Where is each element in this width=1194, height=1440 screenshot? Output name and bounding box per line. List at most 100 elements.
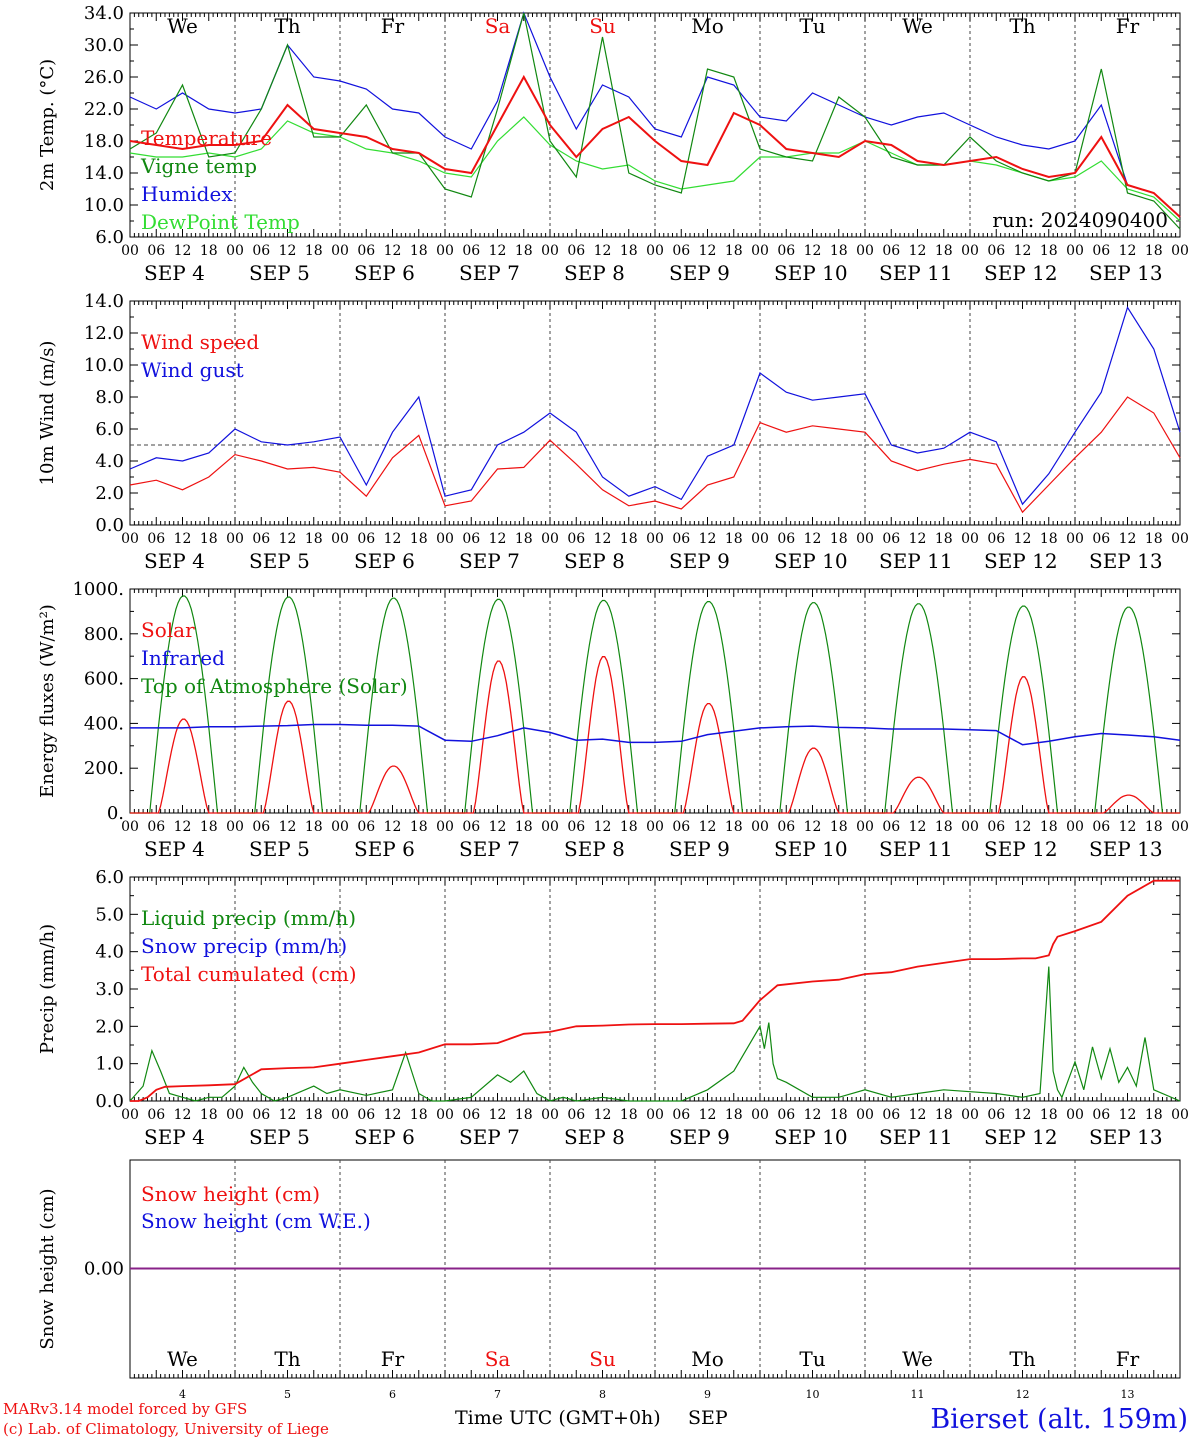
hour-label: 12 bbox=[384, 1107, 402, 1123]
series-total-cumulated bbox=[130, 879, 1180, 1102]
y-tick-label: 600. bbox=[84, 669, 124, 690]
hour-label: 00 bbox=[1066, 819, 1084, 835]
legend-dewpoint-temp: DewPoint Temp bbox=[141, 210, 300, 234]
weekday-label: Fr bbox=[1116, 14, 1140, 38]
hour-label: 12 bbox=[594, 1107, 612, 1123]
day-number-label: 6 bbox=[389, 1388, 396, 1401]
hour-label: 12 bbox=[804, 819, 822, 835]
hour-label: 18 bbox=[1040, 243, 1058, 259]
series-wind-speed bbox=[129, 396, 1181, 514]
model-credit-line2: (c) Lab. of Climatology, University of L… bbox=[3, 1420, 329, 1438]
hour-label: 18 bbox=[830, 531, 848, 547]
date-label: SEP 9 bbox=[669, 549, 730, 573]
hour-label: 06 bbox=[462, 819, 480, 835]
hour-label: 18 bbox=[725, 243, 743, 259]
day-number-label: 10 bbox=[806, 1388, 820, 1401]
hour-label: 06 bbox=[357, 243, 375, 259]
hour-label: 18 bbox=[515, 1107, 533, 1123]
date-label: SEP 9 bbox=[669, 261, 730, 285]
legend-wind-gust: Wind gust bbox=[141, 358, 244, 382]
date-label: SEP 9 bbox=[669, 837, 730, 861]
y-tick-label: 400. bbox=[84, 713, 124, 734]
y-tick-label: 10.0 bbox=[84, 355, 124, 376]
date-label: SEP 13 bbox=[1089, 837, 1163, 861]
x-axis-label: Time UTC (GMT+0h) bbox=[455, 1407, 661, 1429]
y-tick-label: 4.0 bbox=[95, 451, 124, 472]
hour-label: 00 bbox=[1066, 1107, 1084, 1123]
date-label: SEP 4 bbox=[144, 549, 205, 573]
hour-label: 12 bbox=[1119, 819, 1137, 835]
hour-label: 06 bbox=[1092, 531, 1110, 547]
hour-label: 18 bbox=[1145, 1107, 1163, 1123]
hour-label: 12 bbox=[909, 1107, 927, 1123]
hour-label: 12 bbox=[1014, 819, 1032, 835]
hour-label: 00 bbox=[751, 1107, 769, 1123]
hour-label: 06 bbox=[672, 243, 690, 259]
date-label: SEP 10 bbox=[774, 837, 848, 861]
date-label: SEP 11 bbox=[879, 549, 953, 573]
hour-label: 00 bbox=[331, 243, 349, 259]
hour-label: 12 bbox=[594, 819, 612, 835]
y-tick-label: 8.0 bbox=[95, 387, 124, 408]
hour-label: 18 bbox=[200, 1107, 218, 1123]
hour-label: 12 bbox=[909, 819, 927, 835]
weekday-label: Th bbox=[274, 1347, 300, 1371]
hour-label: 06 bbox=[987, 531, 1005, 547]
hour-label: 00 bbox=[1171, 1107, 1189, 1123]
legend-wind-speed: Wind speed bbox=[141, 330, 259, 354]
hour-label: 12 bbox=[594, 531, 612, 547]
legend-vigne-temp: Vigne temp bbox=[140, 154, 257, 178]
day-number-label: 8 bbox=[599, 1388, 606, 1401]
hour-label: 12 bbox=[699, 531, 717, 547]
y-tick-label: 0.00 bbox=[84, 1259, 124, 1280]
hour-label: 12 bbox=[699, 243, 717, 259]
station-name: Bierset (alt. 159m) bbox=[930, 1404, 1188, 1435]
day-number-label: 11 bbox=[911, 1388, 925, 1401]
hour-label: 18 bbox=[515, 243, 533, 259]
weekday-label: Th bbox=[1009, 14, 1035, 38]
hour-label: 00 bbox=[646, 243, 664, 259]
weekday-label: We bbox=[167, 1347, 198, 1371]
hour-label: 18 bbox=[935, 819, 953, 835]
hour-label: 12 bbox=[384, 819, 402, 835]
hour-label: 12 bbox=[174, 1107, 192, 1123]
hour-label: 06 bbox=[777, 1107, 795, 1123]
hour-label: 06 bbox=[882, 531, 900, 547]
y-tick-label: 2.0 bbox=[95, 483, 124, 504]
y-tick-label: 0.0 bbox=[95, 1091, 124, 1112]
hour-label: 18 bbox=[305, 819, 323, 835]
y-tick-label: 14.0 bbox=[84, 163, 124, 184]
hour-label: 06 bbox=[777, 819, 795, 835]
hour-label: 00 bbox=[751, 243, 769, 259]
date-label: SEP 10 bbox=[774, 549, 848, 573]
run-label: run: 2024090400 bbox=[992, 208, 1168, 232]
hour-label: 12 bbox=[1119, 531, 1137, 547]
date-label: SEP 13 bbox=[1089, 261, 1163, 285]
hour-label: 00 bbox=[121, 819, 139, 835]
hour-label: 12 bbox=[1014, 531, 1032, 547]
y-tick-label: 200. bbox=[84, 758, 124, 779]
y-axis-label: Precip (mm/h) bbox=[37, 924, 58, 1054]
date-label: SEP 7 bbox=[459, 837, 520, 861]
y-tick-label: 5.0 bbox=[95, 904, 124, 925]
hour-label: 00 bbox=[436, 531, 454, 547]
series-dewpoint-temp bbox=[129, 116, 1181, 222]
y-axis-label: 10m Wind (m/s) bbox=[37, 341, 58, 486]
legend-infrared: Infrared bbox=[141, 646, 225, 670]
hour-label: 00 bbox=[436, 819, 454, 835]
hour-label: 18 bbox=[515, 531, 533, 547]
hour-label: 18 bbox=[305, 1107, 323, 1123]
date-label: SEP 5 bbox=[249, 1125, 310, 1149]
legend-liquid-precip-mm-h-: Liquid precip (mm/h) bbox=[141, 906, 356, 930]
hour-label: 00 bbox=[751, 819, 769, 835]
hour-label: 00 bbox=[646, 1107, 664, 1123]
hour-label: 18 bbox=[305, 531, 323, 547]
y-tick-label: 0. bbox=[107, 803, 124, 824]
series-solar bbox=[130, 656, 1180, 814]
panel-frame bbox=[129, 300, 1181, 526]
hour-label: 06 bbox=[147, 819, 165, 835]
y-tick-label: 1.0 bbox=[95, 1054, 124, 1075]
hour-label: 12 bbox=[489, 243, 507, 259]
hour-label: 18 bbox=[515, 819, 533, 835]
day-number-label: 12 bbox=[1016, 1388, 1030, 1401]
